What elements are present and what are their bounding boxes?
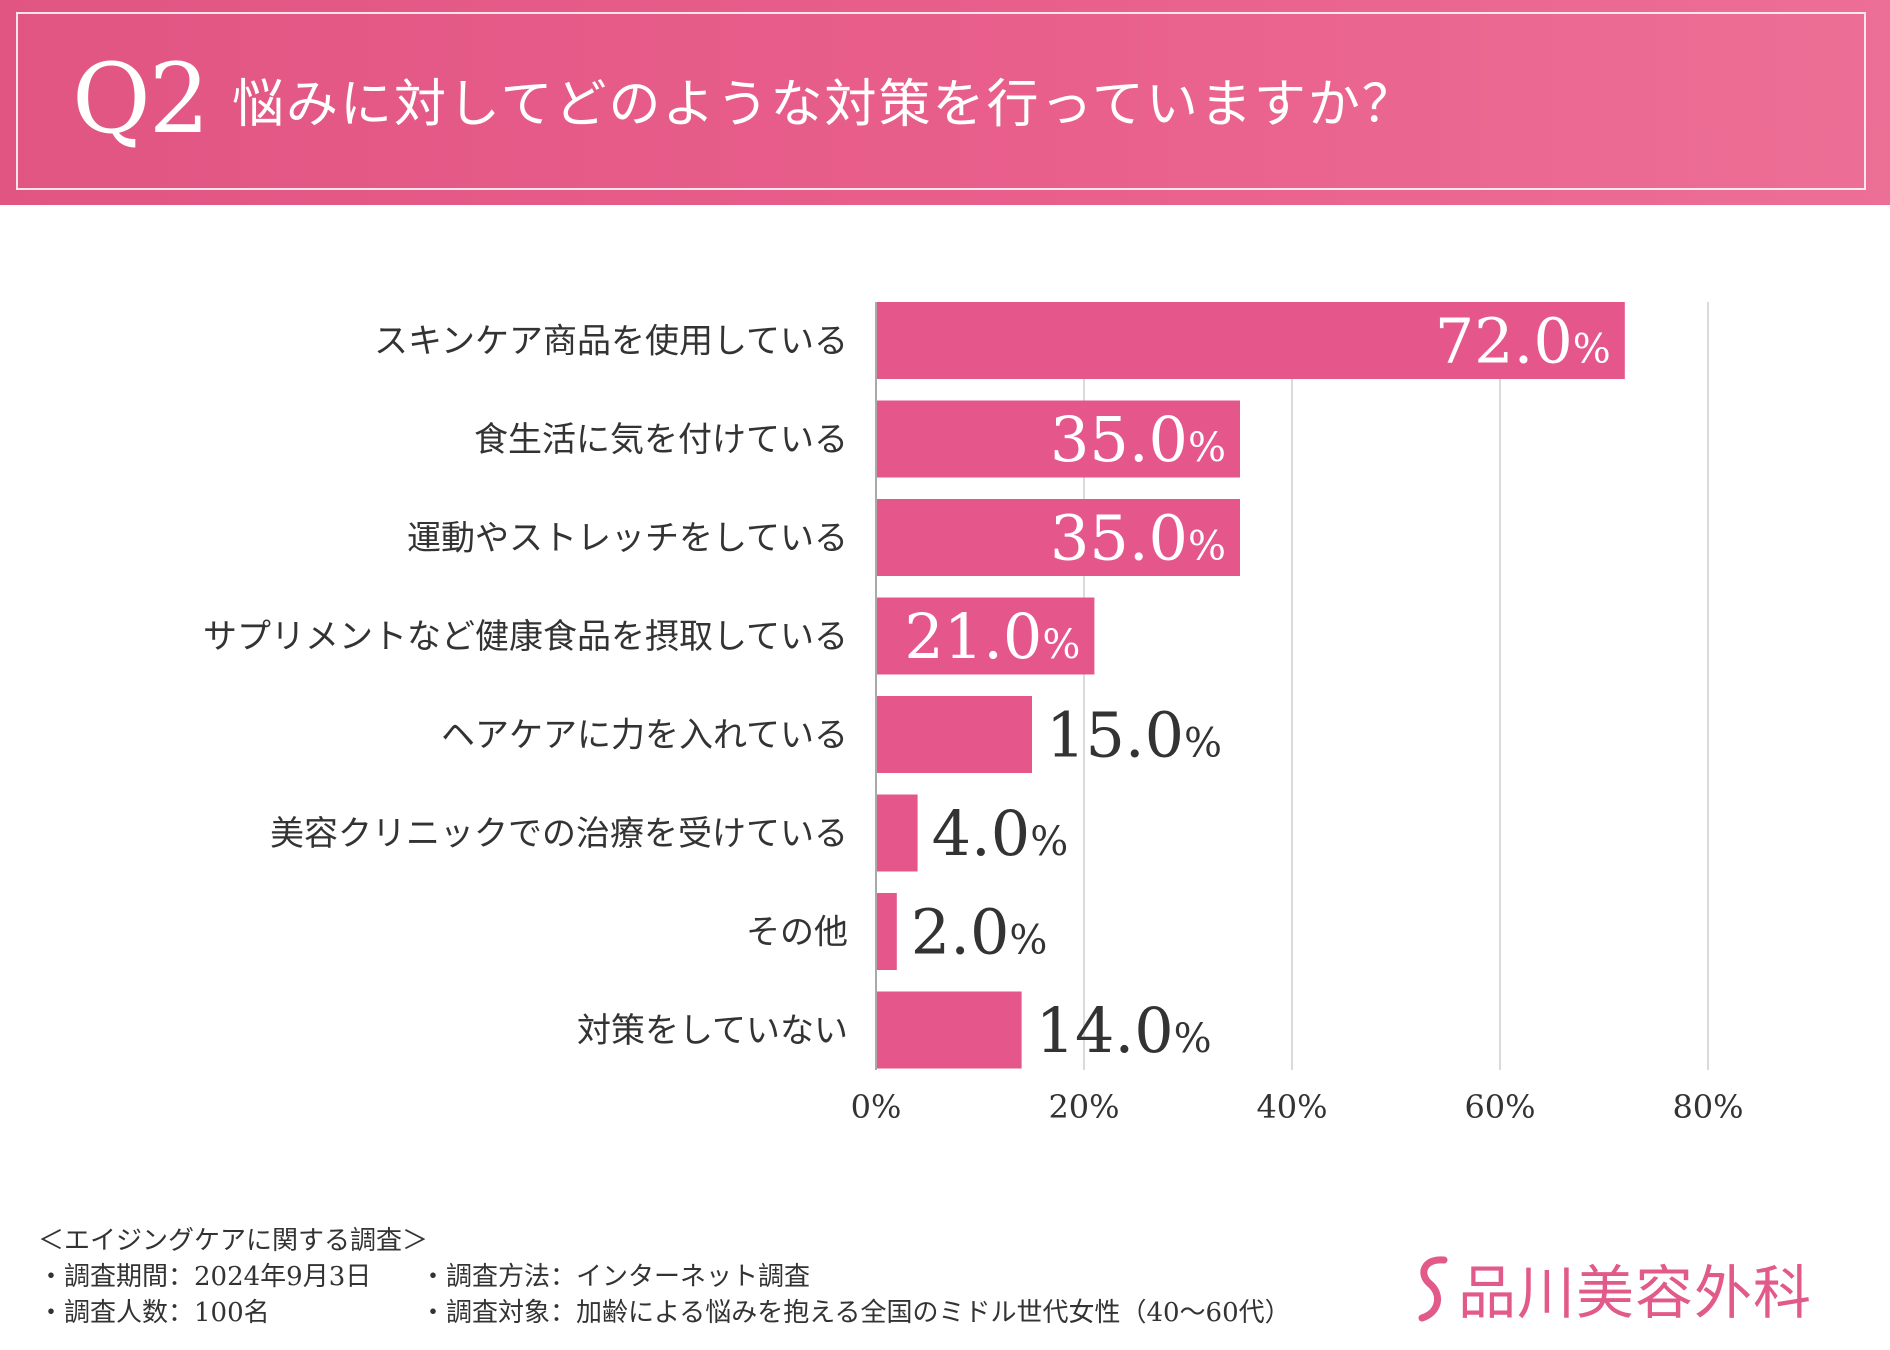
question-number: Q2: [72, 43, 210, 155]
x-tick-label: 20%: [1048, 1088, 1119, 1126]
bar: [876, 893, 897, 970]
s-swirl-logo-icon: [1418, 1256, 1448, 1322]
category-label: ヘアケアに力を入れている: [441, 716, 848, 756]
bar: [876, 991, 1022, 1069]
data-label: 15.0%: [1046, 699, 1222, 772]
survey-period: ・調査期間：2024年9月3日: [38, 1262, 372, 1292]
survey-method: ・調査方法：インターネット調査: [420, 1262, 811, 1292]
data-label: 14.0%: [1036, 994, 1212, 1067]
question-text: 悩みに対してどのような対策を行っていますか？: [232, 75, 1416, 135]
category-label: スキンケア商品を使用している: [374, 322, 848, 362]
bar-chart: スキンケア商品を使用している 72.0% 食生活に気を付けている 35.0% 運動やスト…: [203, 302, 1744, 1126]
category-label: 食生活に気を付けている: [474, 420, 848, 460]
category-label: 運動やストレッチをしている: [407, 519, 848, 559]
survey-title: ＜エイジングケアに関する調査＞: [38, 1226, 429, 1256]
data-label: 4.0%: [932, 797, 1069, 870]
data-label: 35.0%: [1050, 502, 1226, 575]
bar: [876, 302, 1625, 379]
category-label: サプリメントなど健康食品を摂取している: [203, 617, 848, 657]
category-label: その他: [746, 913, 848, 953]
bar: [876, 499, 1240, 576]
category-label: 対策をしていない: [577, 1011, 848, 1051]
x-tick-label: 80%: [1672, 1088, 1743, 1126]
bar: [876, 794, 918, 872]
data-label: 72.0%: [1435, 305, 1611, 378]
x-tick-label: 60%: [1464, 1088, 1535, 1126]
header-banner: Q2 悩みに対してどのような対策を行っていますか？: [0, 0, 1890, 205]
survey-count: ・調査人数：100名: [38, 1298, 270, 1328]
x-tick-label: 40%: [1256, 1088, 1327, 1126]
x-tick-label: 0%: [851, 1088, 902, 1126]
brand-logo: 品川美容外科: [1410, 1248, 1812, 1328]
data-label: 2.0%: [911, 896, 1048, 969]
bar: [876, 696, 1032, 773]
data-label: 21.0%: [904, 600, 1080, 673]
category-label: 美容クリニックでの治療を受けている: [270, 814, 848, 854]
data-label: 35.0%: [1050, 403, 1226, 476]
header-frame: [16, 12, 1866, 190]
survey-target: ・調査対象：加齢による悩みを抱える全国のミドル世代女性（40〜60代）: [420, 1298, 1291, 1328]
brand-logo-text: 品川美容外科: [1458, 1259, 1813, 1327]
bar: [876, 400, 1240, 478]
bar: [876, 597, 1095, 675]
